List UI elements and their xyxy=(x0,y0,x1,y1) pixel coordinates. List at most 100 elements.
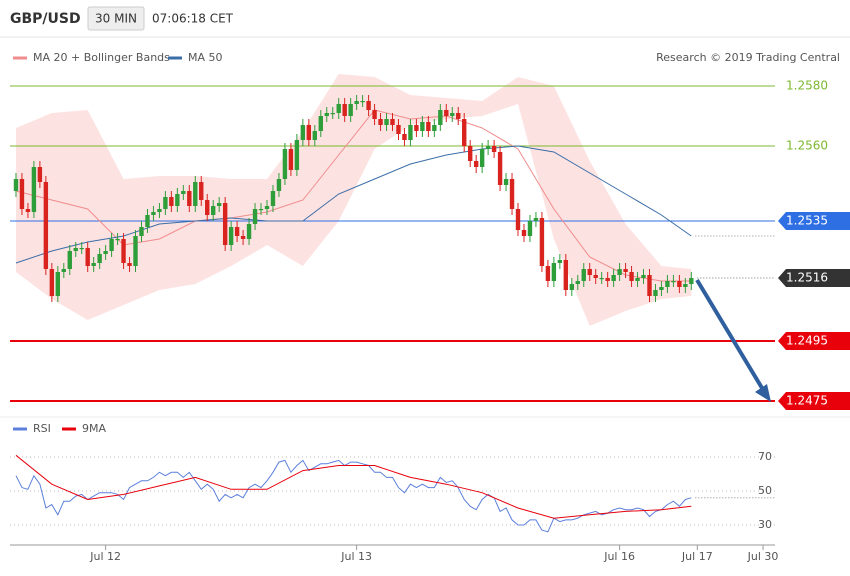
candle-body xyxy=(240,236,246,239)
candle xyxy=(473,155,479,173)
candle-body xyxy=(641,275,646,278)
candle xyxy=(139,221,144,242)
candle-body xyxy=(181,191,186,194)
candle xyxy=(587,263,592,281)
candle-body xyxy=(509,179,515,209)
candle-body xyxy=(31,167,37,212)
candle xyxy=(199,176,204,206)
candle-body xyxy=(671,281,676,283)
candle xyxy=(647,269,652,302)
candle-body xyxy=(13,179,19,191)
level-label: 1.2475 xyxy=(786,394,828,408)
candle xyxy=(360,95,365,107)
candle-body xyxy=(121,239,126,263)
candle xyxy=(581,263,586,287)
candle xyxy=(115,233,120,245)
candle-body xyxy=(324,113,329,116)
candle xyxy=(438,104,443,131)
candle xyxy=(85,242,90,272)
candle xyxy=(503,173,509,191)
candle-body xyxy=(193,182,198,206)
candle xyxy=(187,185,192,212)
candle xyxy=(635,272,640,287)
candle-body xyxy=(599,278,604,280)
candle-body xyxy=(19,179,25,209)
candle-body xyxy=(312,131,318,140)
candle-body xyxy=(258,209,264,211)
candle xyxy=(306,119,312,146)
candle xyxy=(462,113,467,152)
candle xyxy=(414,119,419,137)
candle-body xyxy=(348,104,353,116)
candle-body xyxy=(222,203,228,245)
candle xyxy=(497,146,503,191)
legend-label: MA 50 xyxy=(188,51,223,64)
candle-body xyxy=(396,125,401,134)
candle xyxy=(683,278,688,293)
candle xyxy=(653,284,658,302)
candle-body xyxy=(545,266,551,281)
candle xyxy=(545,260,551,287)
candle-body xyxy=(205,200,210,215)
candle xyxy=(300,119,306,146)
candle xyxy=(61,263,66,278)
candle-body xyxy=(211,206,216,215)
candle xyxy=(318,110,323,137)
candle xyxy=(49,263,55,302)
candle xyxy=(205,194,210,221)
candle xyxy=(163,191,168,215)
level-label: 1.2535 xyxy=(786,214,828,228)
candle-body xyxy=(581,269,586,281)
candle-body xyxy=(438,110,443,125)
candle xyxy=(31,161,37,218)
candle-body xyxy=(444,110,449,116)
candle-body xyxy=(426,122,431,131)
candle-body xyxy=(366,101,371,110)
candle xyxy=(426,116,431,137)
candle xyxy=(408,119,413,146)
candle-body xyxy=(384,119,389,125)
candle xyxy=(234,221,240,242)
arrow-shaft xyxy=(695,278,764,390)
candle xyxy=(569,278,574,296)
candle-body xyxy=(151,212,156,215)
candle-body xyxy=(450,113,455,116)
candle xyxy=(294,134,300,176)
candle-body xyxy=(282,149,288,179)
plot: 1.2580 1.2560 1.2535 1.2516 1.2495 1.2475 MA 2… xyxy=(10,51,850,563)
candle-body xyxy=(462,119,467,146)
candle-body xyxy=(593,275,598,278)
candle-body xyxy=(270,191,276,206)
x-tick-label: Jul 17 xyxy=(681,550,713,563)
candle-body xyxy=(390,119,395,125)
arrow-head xyxy=(755,384,771,402)
candle xyxy=(312,125,318,146)
level-label-box xyxy=(778,269,850,287)
candle-body xyxy=(605,278,610,281)
candle-body xyxy=(557,260,563,263)
candle xyxy=(246,218,252,245)
x-tick-label: Jul 30 xyxy=(747,550,779,563)
candle-body xyxy=(677,281,682,287)
candle-body xyxy=(216,203,222,206)
level-label-box xyxy=(778,212,850,230)
candle xyxy=(103,245,108,260)
candle xyxy=(611,269,616,287)
candle-body xyxy=(49,269,55,296)
level-label-box xyxy=(778,392,850,410)
candle xyxy=(402,128,407,146)
y-tick-label: 50 xyxy=(758,484,772,497)
candle xyxy=(127,257,132,272)
legend-label: 9MA xyxy=(82,422,106,435)
candle xyxy=(37,161,43,188)
candle-body xyxy=(551,263,557,281)
candle xyxy=(157,203,162,218)
candle xyxy=(73,242,78,257)
candle xyxy=(515,203,521,236)
forecast-arrow xyxy=(695,278,771,402)
bollinger-band xyxy=(15,74,692,326)
candle-body xyxy=(432,125,437,131)
candle xyxy=(348,98,353,122)
